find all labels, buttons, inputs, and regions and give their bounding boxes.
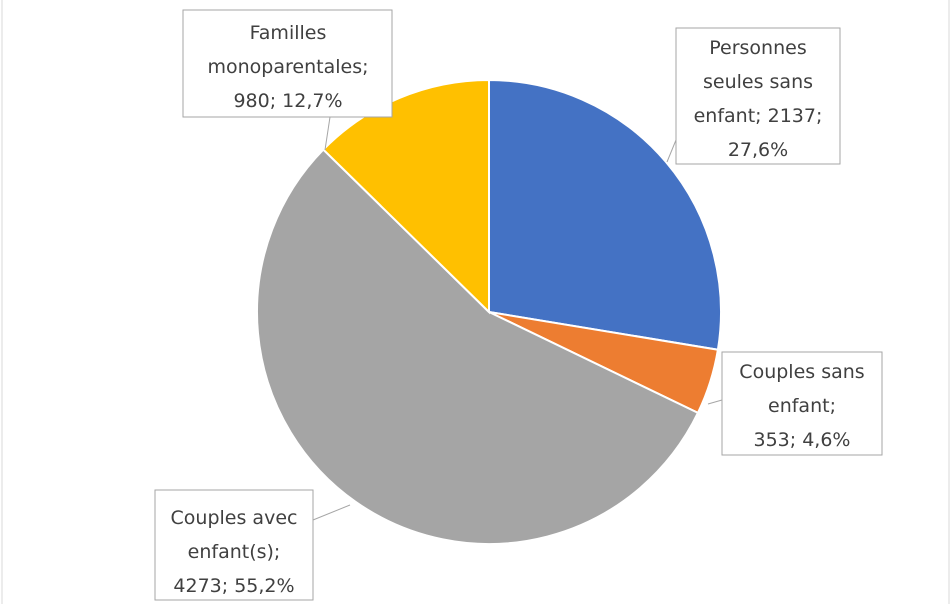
data-label: Familles monoparentales; 980; 12,7% <box>208 22 369 112</box>
pie-slice <box>321 78 490 315</box>
label-line: 353; 4,6% <box>754 429 851 451</box>
label-line: monoparentales; <box>208 56 369 78</box>
leader-line <box>707 399 723 405</box>
label-line: Personnes <box>709 37 806 59</box>
label-line: Familles <box>250 22 327 44</box>
label-line: 4273; 55,2% <box>173 575 294 597</box>
pie-slice <box>488 78 722 351</box>
label-line: Couples sans <box>739 361 864 383</box>
label-line: Couples avec <box>171 507 298 529</box>
label-box <box>182 9 393 118</box>
pie-slice <box>256 148 700 545</box>
leader-line <box>312 504 351 521</box>
label-box <box>675 27 841 165</box>
label-line: enfant; 2137; <box>694 105 823 127</box>
label-box <box>154 489 314 601</box>
label-line: 27,6% <box>728 139 788 161</box>
label-line: 980; 12,7% <box>233 90 342 112</box>
data-label: Personnes seules sans enfant; 2137; 27,6% <box>694 37 823 161</box>
data-label: Couples sans enfant; 353; 4,6% <box>739 361 864 451</box>
label-line: enfant; <box>768 395 836 417</box>
label-line: enfant(s); <box>188 541 281 563</box>
leader-line <box>324 116 331 151</box>
data-label: Couples avec enfant(s); 4273; 55,2% <box>171 507 298 597</box>
label-line: seules sans <box>703 71 813 93</box>
label-box <box>721 351 883 456</box>
leader-line <box>666 139 677 163</box>
